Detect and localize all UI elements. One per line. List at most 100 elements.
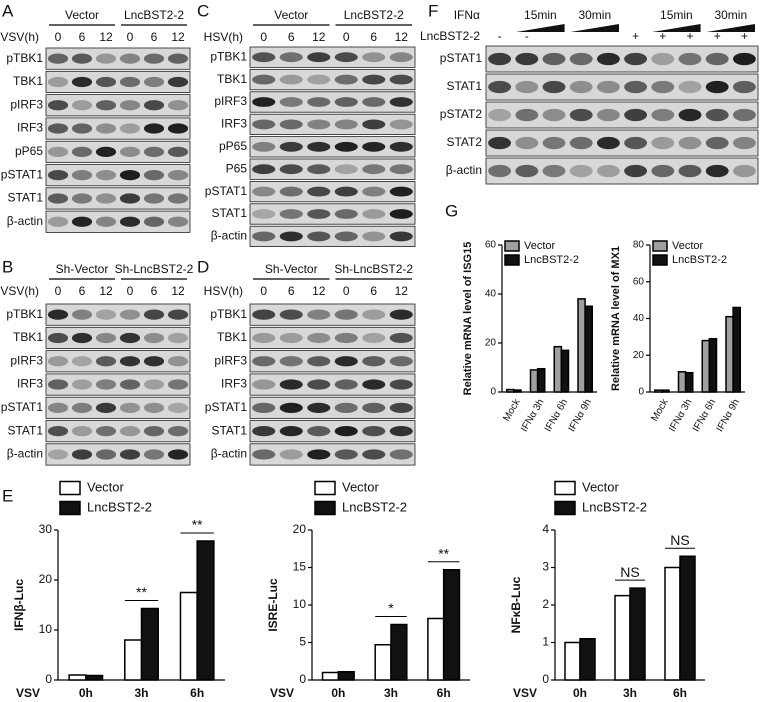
bar bbox=[725, 315, 734, 393]
significance-label: ** bbox=[438, 545, 449, 561]
band bbox=[252, 309, 276, 320]
lane-label: 0 bbox=[127, 30, 134, 44]
band bbox=[732, 164, 756, 178]
band bbox=[252, 141, 276, 152]
group-label: LncBST2-2 bbox=[344, 8, 404, 22]
band bbox=[732, 52, 756, 66]
band bbox=[307, 141, 331, 152]
lane-label: + bbox=[686, 29, 693, 43]
group-label: Sh-LncBST2-2 bbox=[334, 262, 413, 276]
band bbox=[167, 426, 189, 437]
bar bbox=[68, 674, 87, 681]
x-axis-label: VSV bbox=[270, 686, 294, 700]
band bbox=[279, 141, 303, 152]
lane-label: + bbox=[632, 29, 639, 43]
x-tick-label: IFNα 9h bbox=[715, 397, 742, 434]
band bbox=[47, 76, 69, 88]
band bbox=[119, 123, 141, 134]
band bbox=[143, 146, 165, 157]
blot-strip bbox=[249, 326, 416, 349]
band bbox=[119, 379, 141, 390]
y-tick-label: 0 bbox=[638, 387, 644, 398]
lane-label: 0 bbox=[343, 30, 350, 44]
lane-label: 12 bbox=[171, 30, 185, 44]
blot-strip bbox=[249, 158, 416, 180]
legend-swatch bbox=[59, 500, 81, 516]
panel-letter: F bbox=[428, 1, 438, 20]
lane-label: 12 bbox=[99, 30, 113, 44]
band bbox=[279, 332, 303, 344]
band bbox=[651, 108, 675, 122]
blot-strip bbox=[249, 113, 416, 135]
band bbox=[279, 402, 303, 413]
band bbox=[119, 53, 141, 64]
row-label: β-actin bbox=[7, 447, 43, 461]
bar bbox=[506, 388, 515, 393]
band bbox=[167, 402, 189, 413]
row-label: P65 bbox=[226, 161, 248, 175]
band bbox=[95, 309, 117, 320]
band bbox=[279, 164, 303, 175]
y-axis-label: Relative mRNA level of ISG15 bbox=[462, 242, 474, 396]
band bbox=[334, 356, 358, 367]
row-label: β-actin bbox=[7, 214, 43, 228]
band bbox=[389, 74, 413, 85]
row-label: β-actin bbox=[211, 229, 247, 243]
significance-label: NS bbox=[670, 532, 689, 548]
gradient-triangle bbox=[652, 24, 701, 32]
bar bbox=[179, 591, 198, 681]
band bbox=[279, 356, 303, 367]
band bbox=[95, 53, 117, 64]
band bbox=[47, 193, 69, 204]
band bbox=[119, 356, 141, 367]
band bbox=[334, 186, 358, 197]
band bbox=[252, 164, 276, 175]
bar bbox=[661, 389, 670, 393]
y-tick-label: 20 bbox=[633, 350, 645, 361]
row-label: STAT1 bbox=[211, 423, 247, 437]
y-tick-label: 30 bbox=[39, 522, 53, 536]
lane-label: 6 bbox=[370, 30, 377, 44]
legend-label: Vector bbox=[524, 240, 556, 252]
band bbox=[515, 52, 539, 66]
band bbox=[119, 193, 141, 204]
row-label: pIRF3 bbox=[10, 353, 43, 367]
band bbox=[143, 426, 165, 437]
row-label: pP65 bbox=[15, 144, 43, 158]
legend-label: LncBST2-2 bbox=[524, 254, 579, 266]
blot-strip bbox=[249, 136, 416, 158]
band bbox=[71, 216, 93, 227]
band bbox=[515, 80, 539, 94]
lane-label: 0 bbox=[55, 284, 62, 298]
band bbox=[279, 209, 303, 219]
legend-label: Vector bbox=[87, 479, 125, 494]
band bbox=[95, 170, 117, 181]
band bbox=[705, 52, 729, 66]
legend-label: LncBST2-2 bbox=[582, 499, 647, 514]
row-label: pSTAT1 bbox=[205, 184, 248, 198]
band bbox=[732, 108, 756, 122]
band bbox=[167, 123, 189, 134]
band bbox=[362, 52, 386, 63]
blot-strip bbox=[249, 225, 416, 247]
lane-row-label: VSV(h) bbox=[0, 284, 39, 298]
lane-label: - bbox=[498, 29, 502, 43]
band bbox=[389, 231, 413, 242]
band bbox=[389, 449, 413, 460]
legend-swatch bbox=[554, 500, 576, 516]
y-tick-label: 40 bbox=[633, 313, 645, 324]
band bbox=[167, 449, 189, 460]
band bbox=[334, 402, 358, 413]
x-tick-label: 6h bbox=[437, 686, 451, 700]
band bbox=[279, 231, 303, 242]
band bbox=[47, 309, 69, 320]
band bbox=[596, 164, 620, 178]
significance-label: ** bbox=[136, 584, 147, 600]
band bbox=[732, 136, 756, 150]
band bbox=[279, 379, 303, 390]
band bbox=[119, 449, 141, 460]
band bbox=[167, 216, 189, 227]
band bbox=[71, 309, 93, 320]
band bbox=[252, 231, 276, 242]
band bbox=[362, 402, 386, 413]
